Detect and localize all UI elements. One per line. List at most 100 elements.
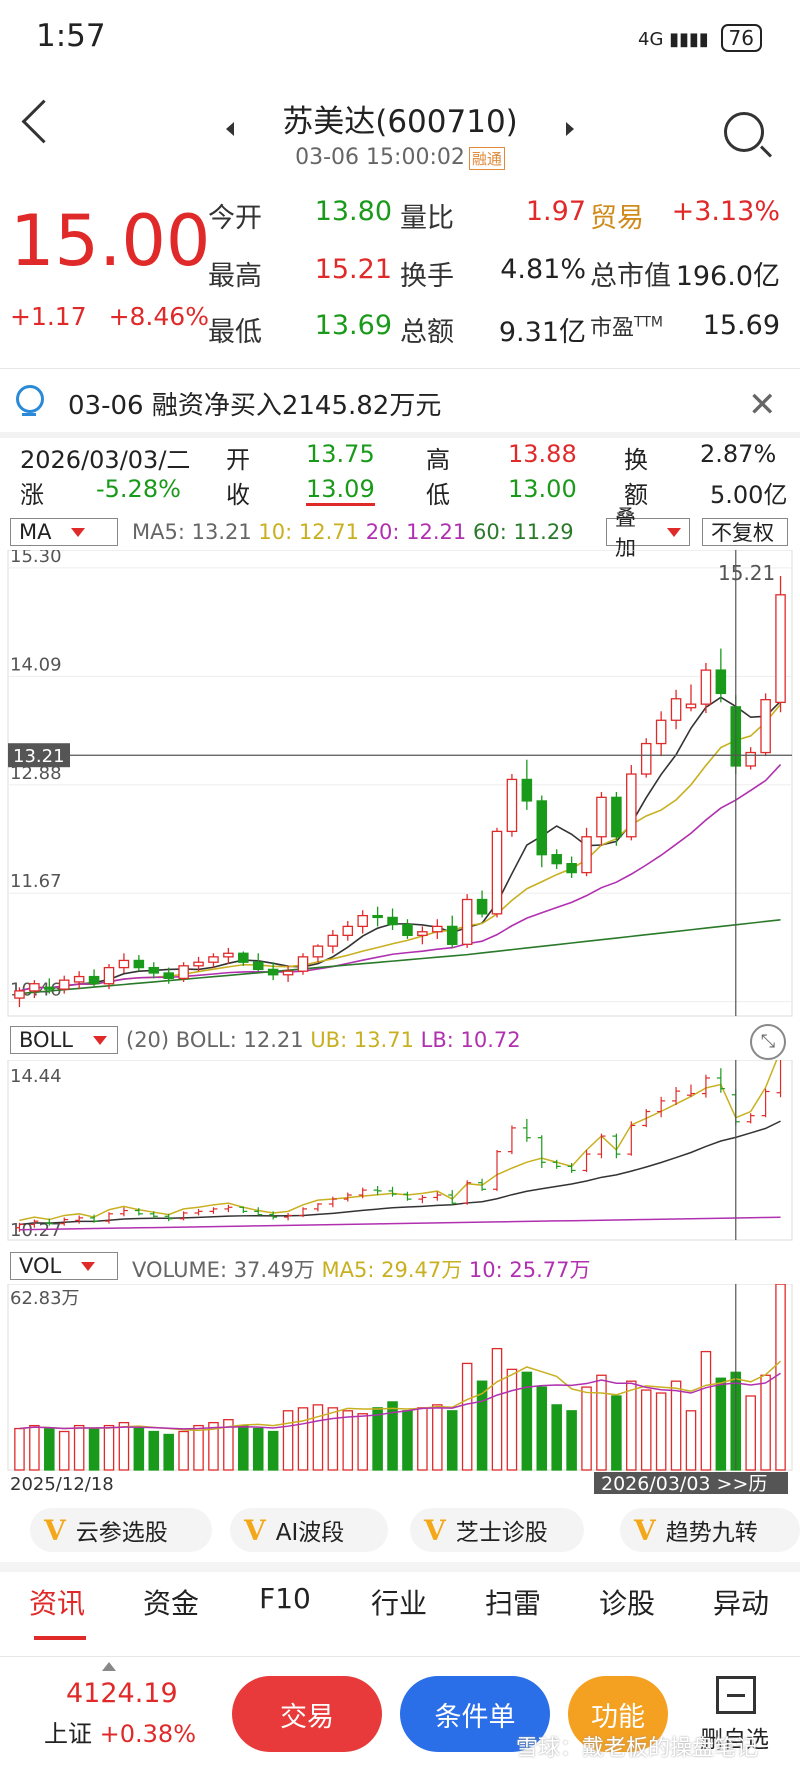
boll-ub-label: UB: 13.71 <box>310 1028 414 1052</box>
ma-selector-label: MA <box>19 520 52 544</box>
volume-bar <box>745 1395 756 1471</box>
volume-bar <box>327 1407 339 1471</box>
trade-button[interactable]: 交易 <box>232 1676 382 1752</box>
next-stock-icon[interactable] <box>566 122 574 136</box>
adjust-button[interactable]: 不复权 <box>702 518 788 546</box>
margin-badge: 融通 <box>468 147 505 170</box>
candle-body <box>760 699 771 754</box>
volume-bar <box>655 1392 667 1471</box>
divider <box>0 1562 800 1572</box>
tab-risk-scan[interactable]: 扫雷 <box>484 1587 541 1620</box>
chip-stock-picker[interactable]: V 云参选股 <box>30 1508 212 1552</box>
boll-chart[interactable]: 14.44 10.27 <box>0 1060 800 1245</box>
candle-body <box>626 773 637 838</box>
index-value[interactable]: 4124.19 <box>66 1678 178 1709</box>
candle-body <box>357 914 368 928</box>
volume-bar <box>432 1404 443 1471</box>
boll-selector[interactable]: BOLL <box>10 1026 118 1054</box>
boll-y-tick: 14.44 <box>10 1066 62 1087</box>
volume-bar <box>342 1410 354 1471</box>
volume-bar <box>29 1424 40 1471</box>
volume-bar <box>476 1380 488 1471</box>
v-icon: V <box>44 1513 66 1547</box>
ma-selector[interactable]: MA <box>10 518 118 546</box>
ma60-line <box>19 919 781 995</box>
function-button[interactable]: 功能 <box>568 1676 668 1752</box>
quote-label: 今开 <box>208 203 262 234</box>
candle-body <box>745 751 756 767</box>
volume-label: VOLUME: 37.49万 <box>132 1258 315 1282</box>
candle-body <box>476 898 488 915</box>
notice-text[interactable]: 03-06 融资净买入2145.82万元 <box>68 391 442 421</box>
tab-industry[interactable]: 行业 <box>370 1587 427 1620</box>
candle-body <box>417 931 428 936</box>
chevron-down-icon <box>667 527 681 537</box>
chip-label: 云参选股 <box>75 1520 168 1546</box>
candle-body <box>252 961 264 971</box>
start-date-label: 2025/12/18 <box>10 1474 114 1494</box>
candle-body <box>402 923 413 936</box>
candle-body <box>700 669 712 705</box>
tab-diagnose[interactable]: 诊股 <box>598 1587 655 1620</box>
candle-body <box>312 945 324 958</box>
low-label: 低 <box>426 481 450 509</box>
volume-bar <box>536 1386 548 1471</box>
volume-bar <box>14 1427 25 1471</box>
close-icon[interactable]: ✕ <box>748 385 777 425</box>
tab-f10[interactable]: F10 <box>259 1582 311 1615</box>
index-name-row[interactable]: 上证 +0.38% <box>44 1714 196 1749</box>
quote-value: 9.31亿 <box>498 317 586 348</box>
candle-body <box>297 956 309 972</box>
tab-news[interactable]: 资讯 <box>28 1587 85 1620</box>
boll-lower-line <box>19 1216 781 1231</box>
ma10-line <box>19 703 782 992</box>
quote-label: 贸易 <box>590 203 644 234</box>
candle-body <box>566 863 577 874</box>
candle-body <box>14 990 25 999</box>
candle-body <box>432 925 443 933</box>
chevron-down-icon <box>92 1035 107 1045</box>
volume-bar <box>208 1421 219 1471</box>
volume-bar <box>88 1427 100 1471</box>
candle-body <box>193 961 204 967</box>
boll-upper-line <box>19 1060 778 1222</box>
turnover-label: 换 <box>624 446 648 474</box>
tab-funds[interactable]: 资金 <box>142 1587 199 1620</box>
candle-body <box>596 796 607 838</box>
v-icon: V <box>244 1513 266 1547</box>
candle-body <box>44 986 55 990</box>
volume-bar <box>581 1386 592 1471</box>
vol-selector[interactable]: VOL <box>10 1252 118 1280</box>
volume-bar <box>715 1377 727 1471</box>
chip-ai-band[interactable]: V AI波段 <box>230 1508 388 1552</box>
conditional-order-button[interactable]: 条件单 <box>400 1676 550 1752</box>
volume-bar <box>685 1410 697 1471</box>
volume-bar <box>700 1350 712 1471</box>
quote-value: 4.81% <box>500 254 586 285</box>
tab-anomaly[interactable]: 异动 <box>712 1587 769 1620</box>
day-turnover: 2.87% <box>700 440 777 468</box>
candle-body <box>655 719 667 745</box>
expand-icon[interactable]: ⤡ <box>750 1024 786 1060</box>
quote-value: 15.21 <box>314 254 392 285</box>
candle-body <box>103 966 115 985</box>
watermark: 雪球：戴老板的操盘笔记 <box>516 1736 759 1761</box>
chip-diagnosis[interactable]: V 芝士诊股 <box>410 1508 584 1552</box>
remove-watchlist-icon[interactable] <box>716 1676 756 1714</box>
prev-stock-icon[interactable] <box>226 122 234 136</box>
quote-value: 1.97 <box>525 196 586 227</box>
vol-ma10-line <box>19 1372 781 1430</box>
overlay-selector[interactable]: 叠加 <box>606 506 690 560</box>
volume-chart[interactable]: 62.83万 2025/12/18 2026/03/03 >>历 <box>0 1284 800 1494</box>
search-icon[interactable] <box>724 112 764 152</box>
high-label: 高 <box>426 446 450 474</box>
volume-bar <box>640 1389 652 1471</box>
v-icon: V <box>424 1513 446 1547</box>
volume-bar <box>252 1427 264 1471</box>
price-change: +1.17 +8.46% <box>10 302 209 331</box>
candle-body <box>178 965 189 980</box>
vol-max-label: 62.83万 <box>10 1288 80 1309</box>
remove-watchlist-label[interactable]: 删自选 <box>700 1727 769 1753</box>
chip-trend-nine[interactable]: V 趋势九转 <box>620 1508 800 1552</box>
